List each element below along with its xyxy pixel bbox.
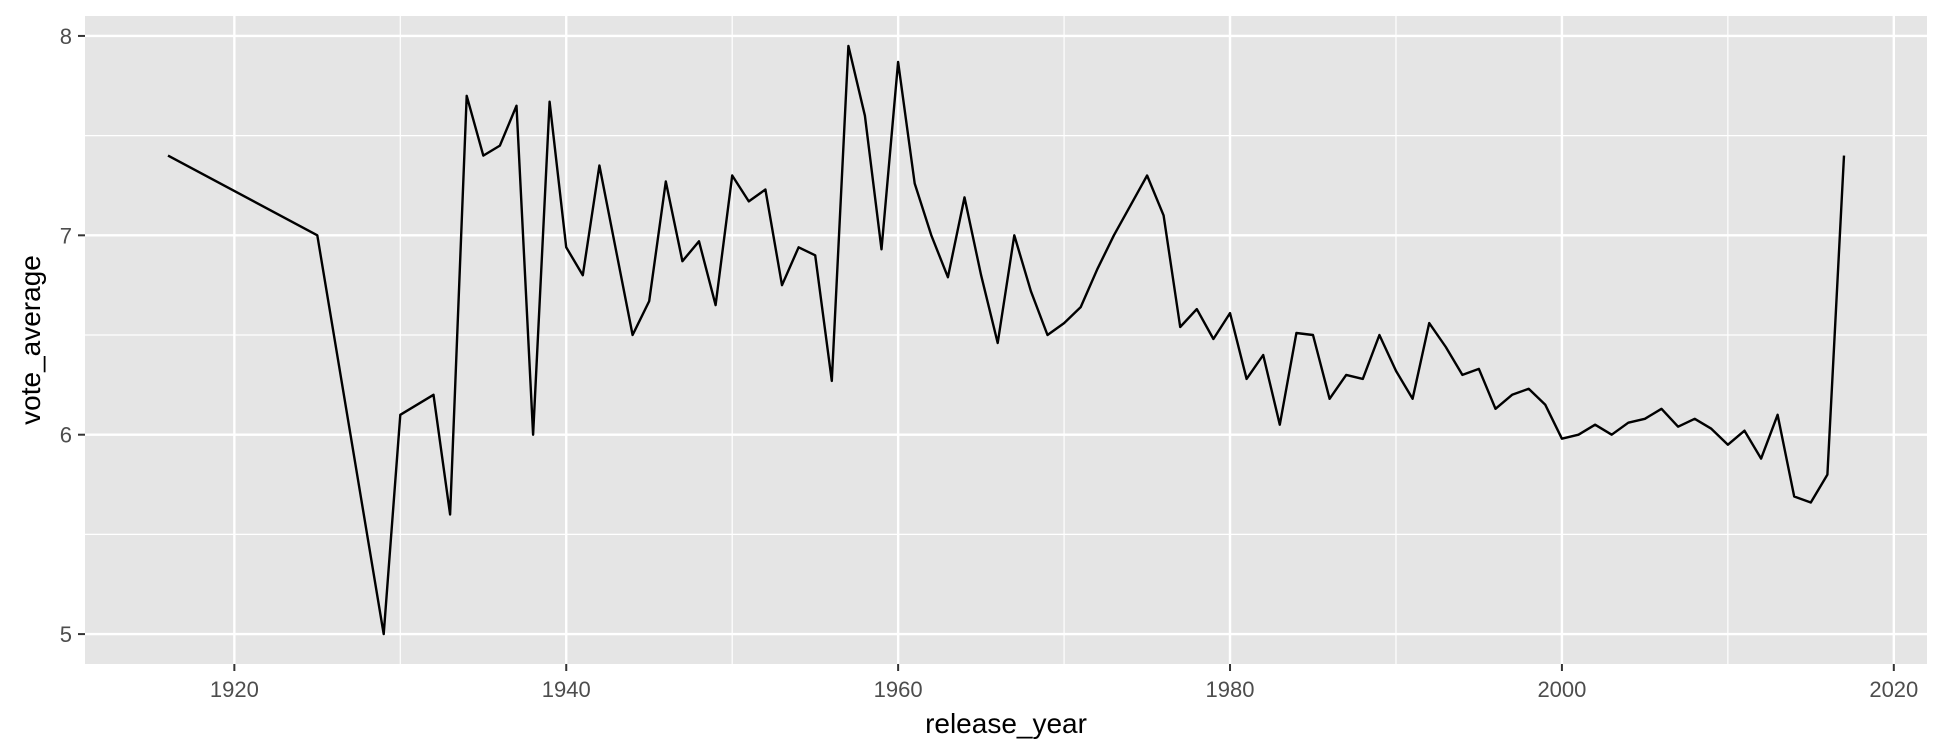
x-axis-title: release_year (925, 708, 1087, 739)
x-tick-label: 1980 (1206, 677, 1255, 702)
y-tick-label: 8 (60, 24, 72, 49)
y-tick-label: 5 (60, 622, 72, 647)
y-axis-title: vote_average (15, 255, 46, 425)
y-axis: 5 6 7 8 (60, 24, 85, 647)
x-tick-label: 2020 (1869, 677, 1918, 702)
x-tick-label: 1960 (874, 677, 923, 702)
plot-panel (85, 16, 1927, 664)
series-line (167, 44, 1846, 636)
y-tick-label: 7 (60, 223, 72, 248)
y-tick-label: 6 (60, 423, 72, 448)
x-tick-label: 1920 (210, 677, 259, 702)
x-axis: 1920 1940 1960 1980 2000 2020 (210, 664, 1918, 702)
x-tick-label: 1940 (542, 677, 591, 702)
major-gridlines (85, 16, 1927, 664)
x-tick-label: 2000 (1537, 677, 1586, 702)
